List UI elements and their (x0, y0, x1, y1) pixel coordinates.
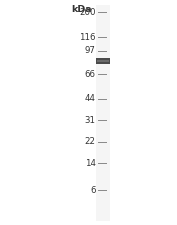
Bar (97, 60, 109, 62)
Text: 14: 14 (85, 159, 96, 168)
Text: 31: 31 (85, 116, 96, 125)
Text: 22: 22 (85, 137, 96, 146)
Bar (96, 58, 110, 64)
Text: 200: 200 (79, 8, 96, 17)
Text: kDa: kDa (71, 5, 92, 14)
Text: 116: 116 (79, 33, 96, 42)
Bar (96, 4, 110, 220)
Text: 6: 6 (90, 186, 96, 195)
Text: 44: 44 (85, 94, 96, 104)
Text: 97: 97 (85, 46, 96, 55)
Text: 66: 66 (85, 70, 96, 79)
